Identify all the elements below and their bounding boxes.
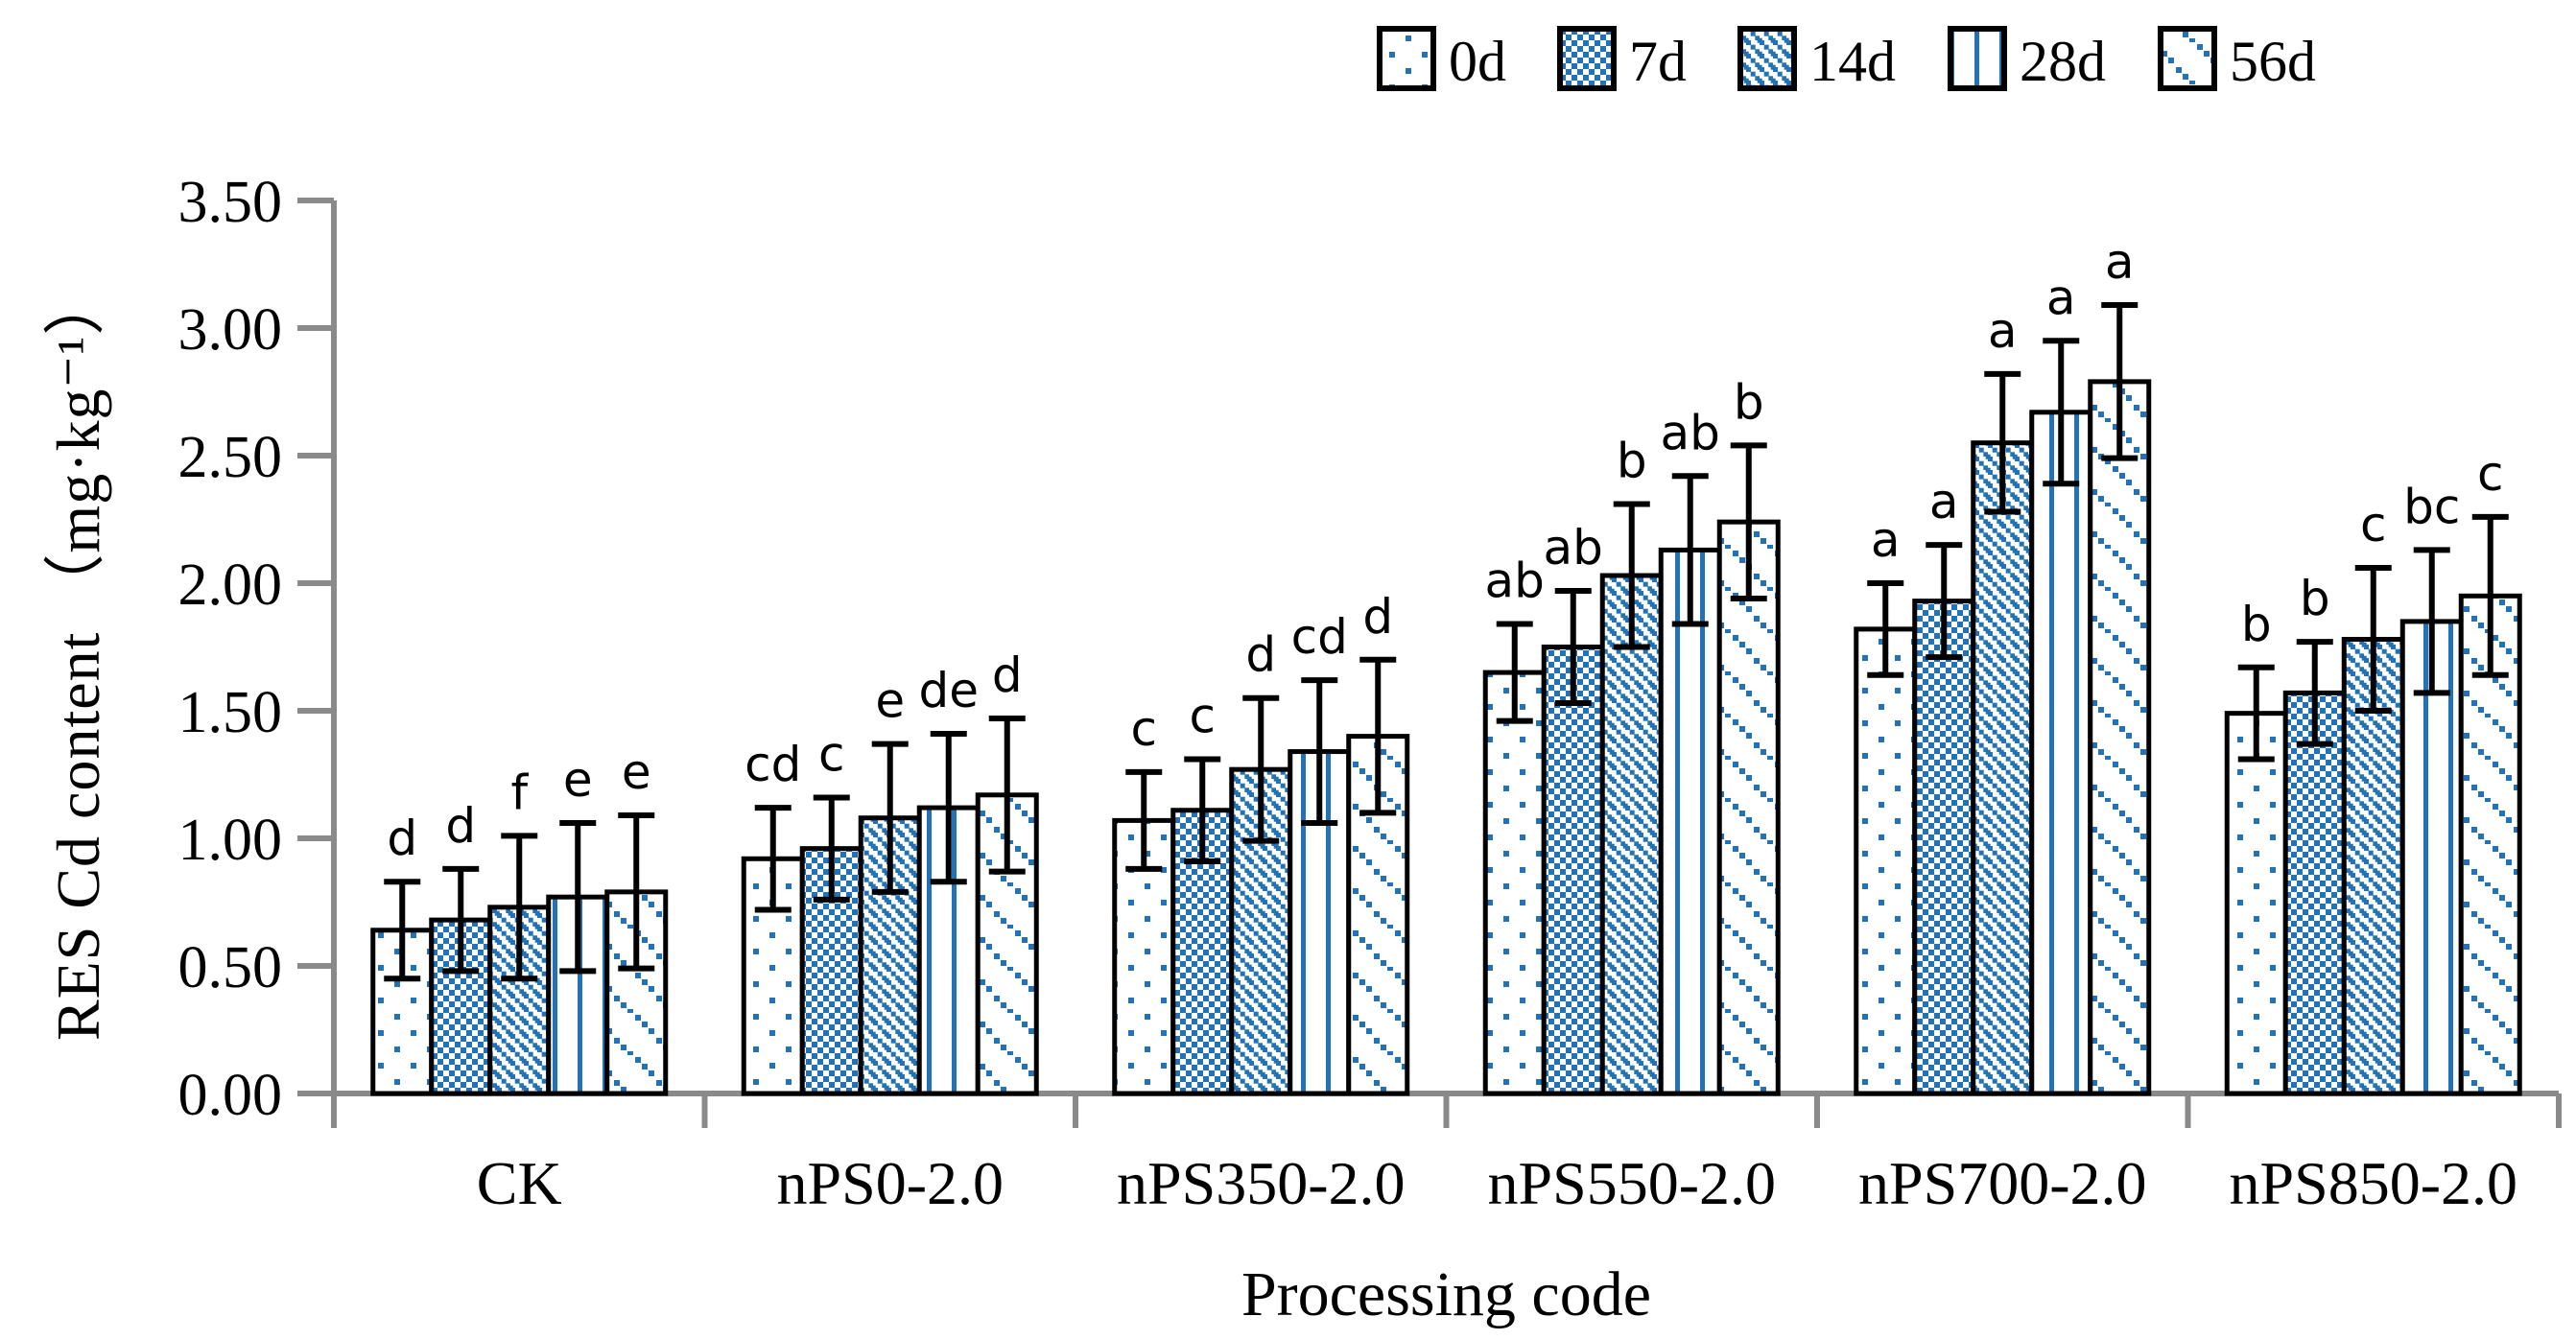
sig-letter: c (818, 726, 845, 782)
bar-28d-nPS700-2.0 (2029, 410, 2093, 1096)
y-tick-label: 2.00 (178, 552, 283, 618)
sig-letter: a (1871, 512, 1901, 568)
labels-layer: 0.000.501.001.502.002.503.003.50d df e eCKc… (178, 170, 2518, 1217)
sig-letter: d (387, 811, 417, 866)
sig-letter: e (875, 673, 905, 729)
bar-14d-nPS850-2.0 (2341, 637, 2405, 1096)
y-axis-title: RES Cd content （mg·kg⁻¹） (44, 272, 112, 1042)
legend-swatch-7d (1557, 26, 1617, 91)
bar-56d-nPS550-2.0 (1716, 519, 1781, 1096)
bar-28d-nPS550-2.0 (1658, 547, 1722, 1096)
sig-letter: d (445, 798, 476, 854)
sig-letter: d (1245, 627, 1276, 683)
sig-letter: cd (1291, 609, 1348, 665)
sig-letter: b (1734, 374, 1764, 430)
x-axis-title: Processing code (1241, 1259, 1652, 1329)
sig-letter: e (563, 752, 593, 808)
sig-letter: ab (1485, 553, 1545, 609)
y-tick-label: 1.50 (178, 680, 283, 745)
sig-letter: a (1988, 303, 2018, 359)
bar-7d-nPS850-2.0 (2282, 690, 2347, 1096)
sig-letter: b (2300, 571, 2330, 626)
bar-7d-nPS700-2.0 (1912, 599, 1976, 1096)
legend-swatch-0d (1377, 26, 1436, 91)
sig-letter: d (992, 647, 1023, 703)
legend: 0d 7d 14d 28d 56d (1377, 26, 2316, 93)
sig-letter: c (1190, 689, 1217, 744)
sig-letter: a (1929, 474, 1959, 529)
legend-label-56d: 56d (2230, 30, 2316, 93)
bar-56d-nPS700-2.0 (2088, 379, 2152, 1096)
legend-swatch-14d (1737, 26, 1797, 91)
x-group-label: nPS550-2.0 (1488, 1149, 1777, 1217)
sig-letter: c (2477, 446, 2504, 502)
legend-label-0d: 0d (1449, 30, 1506, 93)
bar-14d-nPS550-2.0 (1599, 573, 1664, 1096)
legend-swatch-56d (2158, 26, 2217, 91)
sig-letter: e (622, 744, 651, 800)
bar-56d-nPS850-2.0 (2458, 593, 2522, 1096)
bar-0d-nPS700-2.0 (1854, 626, 1918, 1096)
bar-7d-nPS550-2.0 (1541, 645, 1605, 1096)
legend-label-7d: 7d (1629, 30, 1687, 93)
x-group-label: nPS700-2.0 (1858, 1149, 2147, 1217)
sig-letter: a (2046, 270, 2076, 325)
sig-letter: ab (1661, 405, 1720, 460)
sig-letter: f (510, 764, 529, 820)
x-group-label: nPS350-2.0 (1117, 1149, 1406, 1217)
bar-0d-nPS850-2.0 (2224, 711, 2288, 1096)
y-tick-label: 3.00 (178, 297, 283, 363)
sig-letter: ab (1544, 520, 1603, 576)
y-tick-label: 1.00 (178, 808, 283, 873)
legend-label-28d: 28d (2020, 30, 2106, 93)
y-tick-label: 3.50 (178, 170, 283, 235)
y-tick-label: 0.50 (178, 935, 283, 1000)
x-group-label: nPS850-2.0 (2230, 1149, 2518, 1217)
x-group-label: nPS0-2.0 (777, 1149, 1004, 1217)
sig-letter: c (2360, 497, 2387, 552)
bar-14d-nPS700-2.0 (1971, 440, 2035, 1096)
sig-letter: b (1617, 434, 1647, 489)
sig-letter: cd (744, 737, 801, 792)
sig-letter: d (1362, 589, 1393, 645)
sig-letter: de (919, 663, 980, 718)
sig-letter: a (2105, 234, 2135, 290)
x-group-label: CK (477, 1149, 562, 1217)
sig-letter: b (2241, 597, 2272, 652)
bar-0d-nPS550-2.0 (1482, 670, 1547, 1096)
sig-letter: c (1131, 701, 1158, 757)
axes-layer (297, 198, 2562, 1128)
bars-layer (370, 302, 2522, 1096)
legend-label-14d: 14d (1809, 30, 1896, 93)
legend-swatch-28d (1948, 26, 2007, 91)
y-tick-label: 2.50 (178, 425, 283, 490)
sig-letter: bc (2403, 479, 2460, 534)
y-tick-label: 0.00 (178, 1063, 283, 1128)
